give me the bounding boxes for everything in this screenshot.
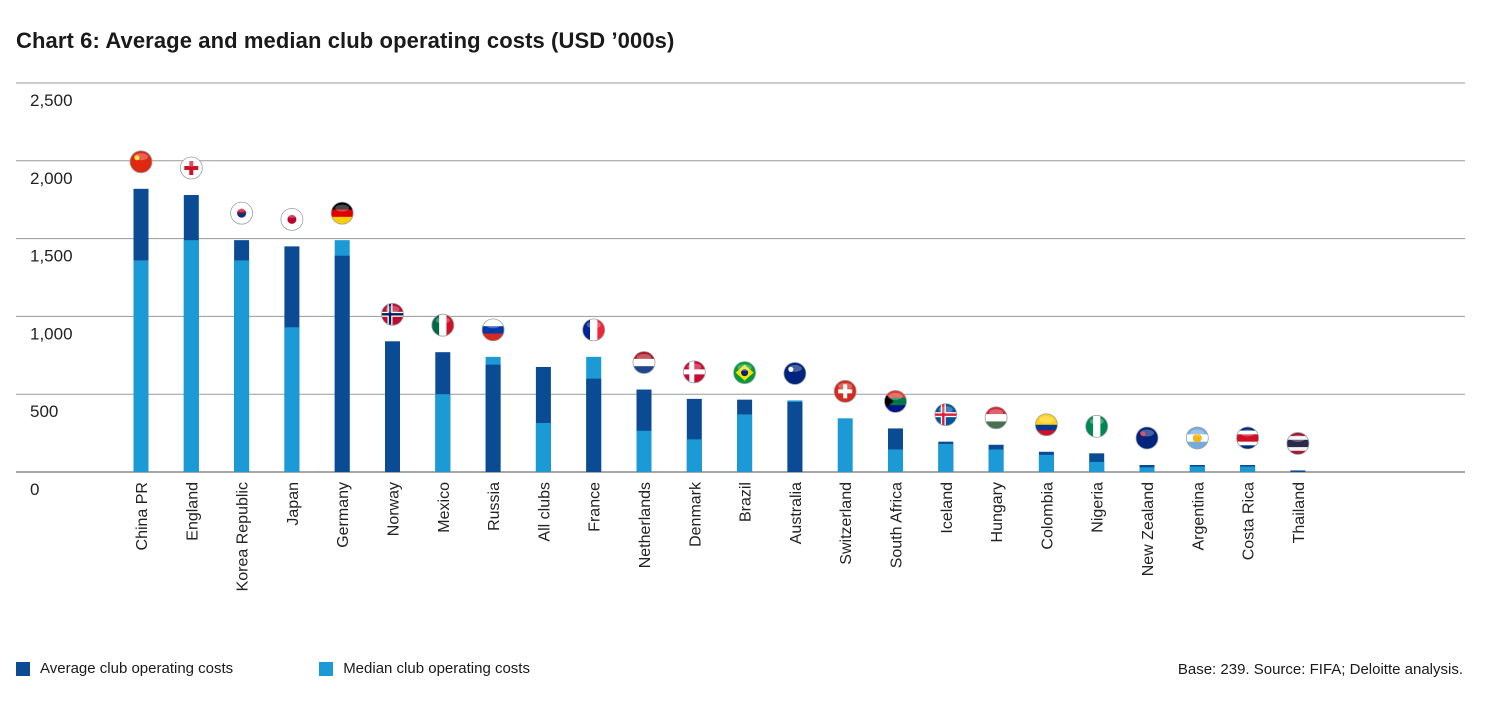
mexico-flag-icon [431,313,455,337]
bar-median-15 [837,418,853,472]
bars [133,188,1306,473]
france-flag-icon [582,318,606,342]
x-tick-label: Hungary [989,482,1006,542]
legend-average-label: Average club operating costs [40,660,234,677]
y-tick-label: 0 [30,480,39,499]
bar-average-14 [787,401,803,472]
x-tick-label: South Africa [889,482,906,568]
legend: Average club operating costs Median club… [16,660,616,677]
bar-median-22 [1189,466,1205,472]
chart-title: Chart 6: Average and median club operati… [16,28,675,53]
x-tick-label: Mexico [436,482,453,533]
brazil-flag-icon [733,361,756,385]
x-tick-label: All clubs [536,482,553,542]
x-tick-label: Korea Republic [235,482,252,591]
x-tick-label: Russia [486,482,503,531]
bar-median-13 [737,414,753,472]
netherlands-flag-icon [632,351,656,374]
bar-median-1 [133,260,149,472]
new-zealand-flag-icon [1135,426,1159,450]
argentina-flag-icon [1185,426,1209,450]
legend-median: Median club operating costs [319,660,530,677]
bar-median-2 [183,240,199,472]
x-tick-label: France [587,482,604,532]
x-tick-label: Netherlands [637,482,654,568]
y-tick-label: 1,500 [30,247,73,266]
bar-median-16 [888,449,903,472]
x-tick-label: Iceland [939,482,956,534]
bar-median-4 [284,327,300,472]
bar-average-8 [485,364,501,472]
bar-median-12 [686,439,702,472]
bar-median-20 [1089,461,1105,472]
x-tick-label: Nigeria [1090,482,1107,533]
china-flag-icon [129,150,153,174]
y-axis-ticks: 0 500 1,000 1,500 2,000 2,500 [30,91,73,499]
bar-median-21 [1139,467,1155,472]
russia-flag-icon [481,318,505,342]
legend-average: Average club operating costs [16,660,233,677]
switzerland-flag-icon [833,379,857,403]
x-tick-label: Switzerland [838,482,855,565]
thailand-flag-icon [1286,432,1310,455]
source-note: Base: 239. Source: FIFA; Deloitte analys… [1177,661,1463,678]
germany-flag-icon [330,201,354,225]
bar-median-18 [988,449,1004,472]
x-tick-label: Norway [386,482,403,536]
y-tick-label: 500 [30,402,58,421]
colombia-flag-icon [1035,413,1058,437]
y-tick-label: 2,000 [30,169,73,188]
korea-flag-icon [230,201,254,225]
x-tick-label: Australia [788,482,805,544]
x-tick-label: Germany [335,482,352,548]
legend-median-label: Median club operating costs [343,660,530,677]
x-tick-label: Colombia [1039,482,1056,550]
england-flag-icon [179,156,203,180]
bar-average-6 [385,341,400,472]
bar-average-10 [586,378,602,472]
japan-flag-icon [280,207,304,231]
bar-median-23 [1240,466,1256,472]
legend-average-swatch [16,661,30,676]
australia-flag-icon [783,362,807,385]
bar-median-3 [234,260,250,472]
bar-median-17 [938,443,954,472]
bar-average-5 [334,255,350,472]
south-africa-flag-icon [884,390,907,413]
x-tick-label: Brazil [738,482,755,522]
bar-median-9 [535,422,551,472]
nigeria-flag-icon [1085,414,1109,438]
x-axis-ticks: China PR England Korea Republic Japan German… [134,481,1308,591]
legend-median-swatch [319,661,334,676]
x-tick-label: Argentina [1190,482,1207,551]
gridlines [16,82,1465,473]
x-tick-label: China PR [134,482,151,550]
bar-average-24 [1290,470,1306,472]
bar-chart: 0 500 1,000 1,500 2,000 2,500 China PR England… [16,82,1465,591]
x-tick-label: Denmark [687,481,704,547]
x-tick-label: Costa Rica [1241,482,1258,560]
denmark-flag-icon [682,360,706,384]
x-tick-label: Japan [285,482,302,526]
bar-median-19 [1038,454,1054,472]
flag-markers [129,150,1310,455]
x-tick-label: Thailand [1291,482,1308,543]
norway-flag-icon [381,302,404,326]
costa-rica-flag-icon [1236,426,1259,450]
x-tick-label: England [184,482,201,541]
bar-median-11 [636,430,652,472]
y-tick-label: 1,000 [30,324,73,343]
y-tick-label: 2,500 [30,91,73,110]
x-tick-label: New Zealand [1140,482,1157,576]
hungary-flag-icon [984,406,1008,430]
iceland-flag-icon [934,403,958,427]
bar-median-7 [435,394,451,472]
